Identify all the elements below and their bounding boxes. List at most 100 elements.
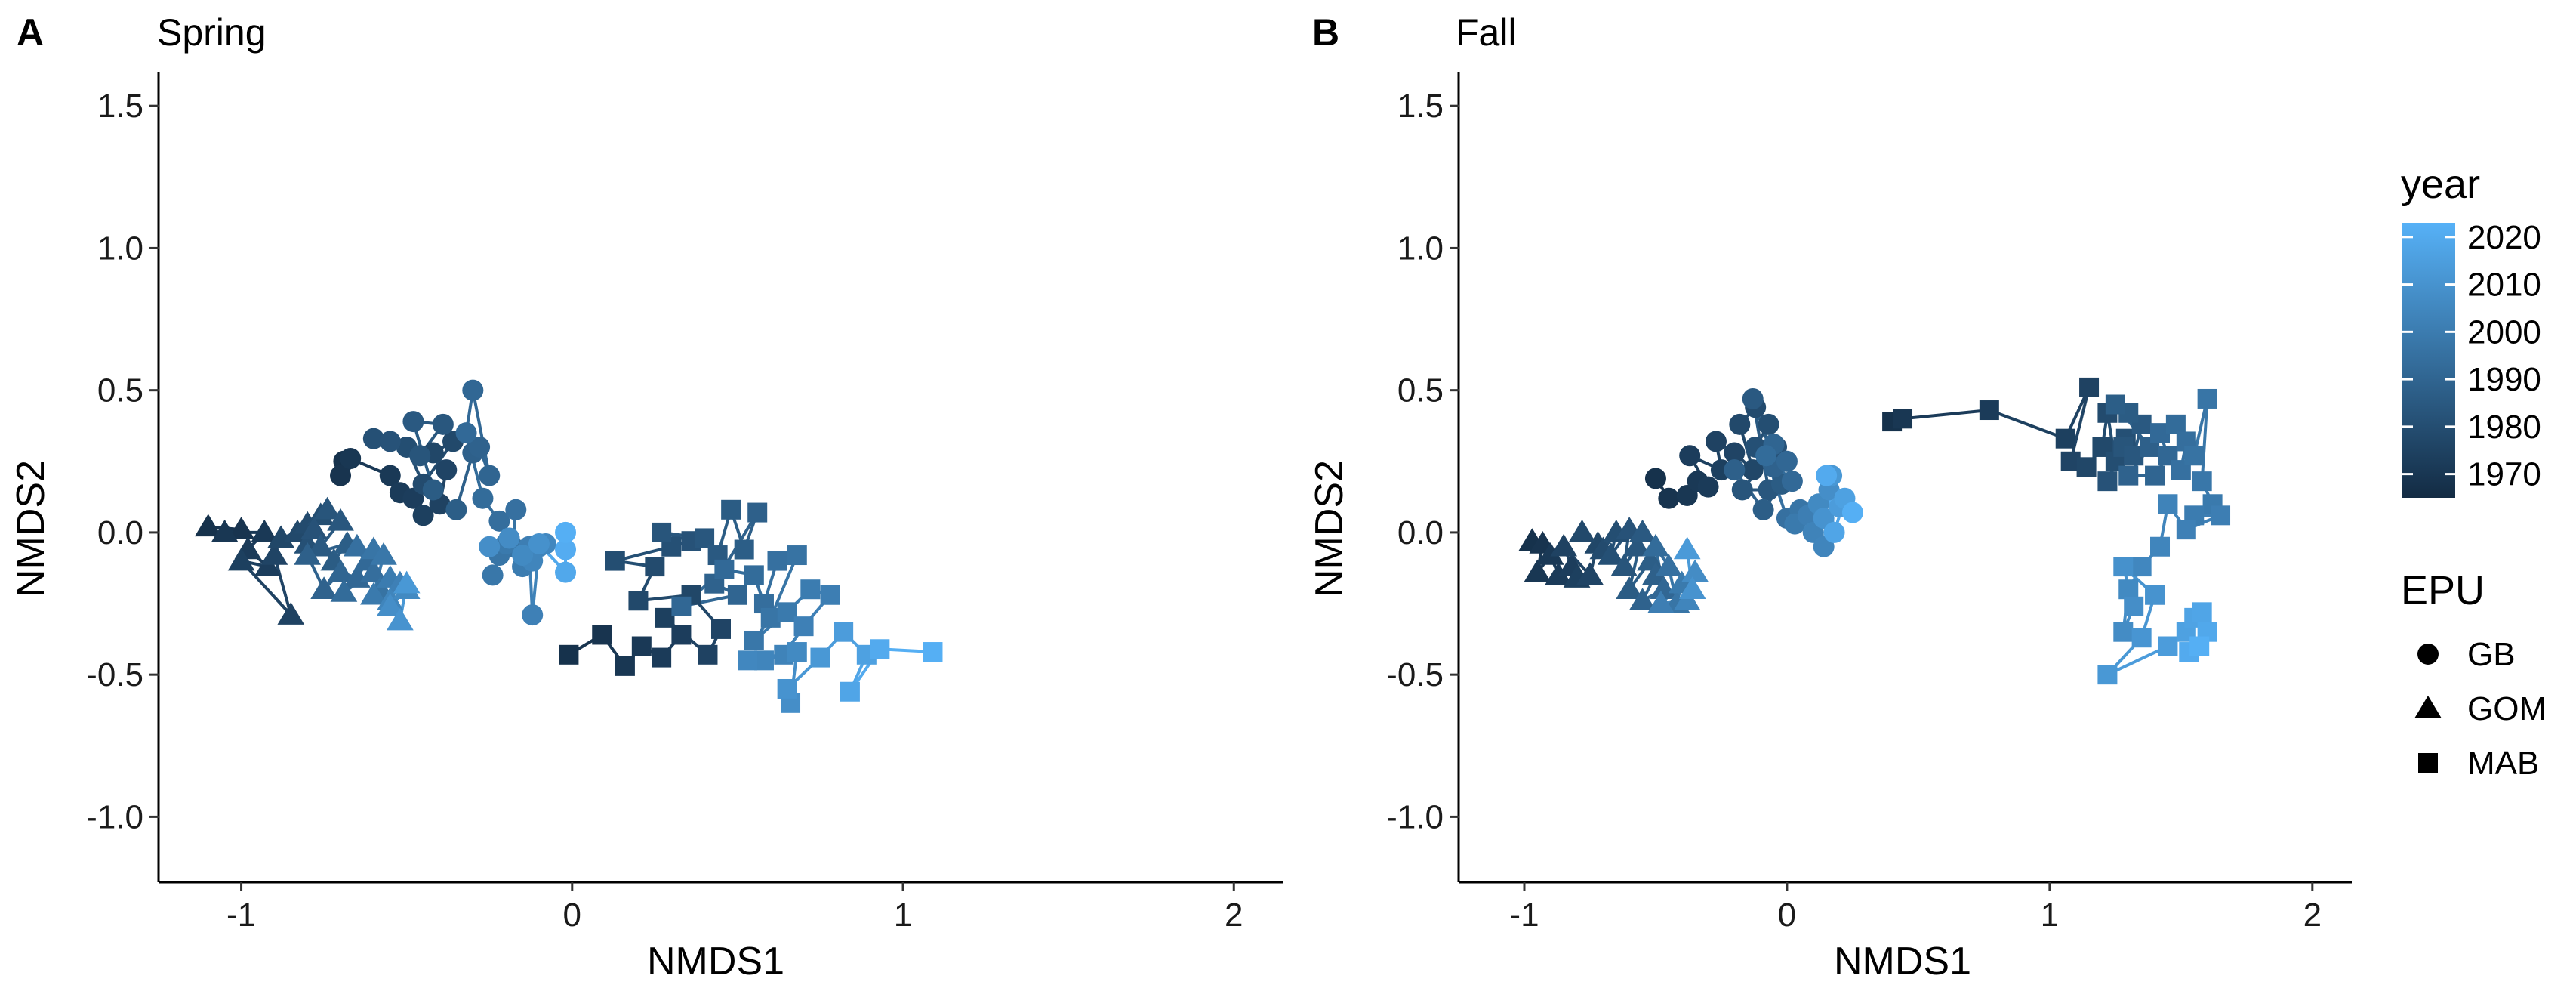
mab-point [652,522,672,542]
gb-point [445,499,467,520]
gom-point [1681,559,1709,582]
shape-legend: GB GOM MAB [2414,636,2547,782]
mab-point [652,647,672,668]
mab-point [2131,628,2152,648]
gb-point [1742,459,1764,481]
gb-point [462,379,484,401]
mab-point [2165,414,2186,434]
gb-point [402,411,424,433]
mab-point [727,585,747,605]
mab-point [2197,388,2217,409]
y-tick-label: 1.0 [97,230,143,267]
panel-title-spring: Spring [157,11,267,54]
gb-point [522,604,544,626]
gom-point [360,559,387,582]
colorbar-label: 2000 [2467,313,2541,350]
mab-point [2145,465,2165,486]
mab-point [721,499,741,520]
x-tick-label: 2 [2303,897,2322,934]
gb-point [1841,502,1863,523]
gb-point [498,527,520,549]
mab-point [605,551,625,571]
mab-point [2176,520,2196,540]
gom-point [1524,559,1551,582]
mab-point [559,644,579,665]
mab-point [787,642,807,662]
gom-point [393,570,421,594]
panel-title-fall: Fall [1456,11,1517,54]
mab-point [2124,596,2144,616]
gom-point [277,602,305,625]
gb-point [1644,468,1666,489]
panel-tag-b: B [1312,11,1339,54]
gom-point [327,508,354,531]
mab-point [777,678,797,699]
fall-panel: B Fall NMDS1 NMDS2 -1.0-0.50.00.51.01.5-… [1308,11,2352,983]
gom-point [1616,576,1644,599]
y-axis-title: NMDS2 [9,460,53,597]
gom-point [1673,536,1701,560]
gb-point [1755,445,1777,467]
gom-point [310,576,337,599]
gom-point [1642,533,1669,557]
gb-point [1742,387,1764,409]
gom-point [1623,533,1651,557]
panel-tag-a: A [17,11,44,54]
gb-point [1752,499,1774,520]
gom-point [313,496,341,520]
colorbar-label: 1970 [2467,456,2541,493]
y-tick-label: -1.0 [86,798,143,835]
mab-point [671,625,692,645]
mab-point [2105,394,2125,415]
mab-point [1893,409,1913,429]
mab-point [800,579,821,600]
mab-point [2150,536,2171,557]
gb-point [379,465,401,486]
mab-point [655,607,675,628]
x-axis-title: NMDS1 [1834,940,1971,983]
gb-point [1697,476,1719,498]
y-tick-label: 1.0 [1397,230,1444,267]
gom-point [1655,554,1683,576]
mab-point [820,585,840,605]
y-tick-label: 0.0 [1397,514,1444,551]
mab-point [923,642,943,662]
mab-point [592,625,612,645]
gb-point [1776,450,1798,472]
gb-point [512,545,534,567]
y-tick-label: 1.5 [1397,88,1444,125]
shape-legend-title: EPU [2401,568,2485,613]
mab-point [753,650,774,671]
gom-point [300,517,328,539]
gb-point [1705,431,1727,452]
gom-point [1568,519,1596,542]
x-tick-label: 0 [563,897,581,934]
mab-point [615,656,635,676]
gom-point [211,519,239,542]
gb-point [555,521,577,543]
legend-square-icon [2418,753,2438,773]
mab-point [671,596,692,616]
gb-point [469,436,491,458]
gb-point [432,413,454,435]
colorbar-label: 1990 [2467,361,2541,398]
gom-point [267,525,294,548]
mab-point [698,644,718,665]
mab-path-segment [2069,387,2091,462]
gom-path-segment [273,554,293,616]
mab-point [2211,505,2231,526]
gom-point [1610,554,1638,576]
mab-point [2158,494,2178,514]
mab-point [738,650,758,671]
x-tick-label: 0 [1778,897,1796,934]
colorbar-label: 2010 [2467,267,2541,304]
legend-circle-icon [2417,644,2439,665]
gom-point [344,565,371,588]
gb-point [455,422,477,444]
gom-point [251,519,279,542]
x-axis-title: NMDS1 [647,940,784,983]
colorbar-label: 2020 [2467,219,2541,256]
gb-point [488,510,510,532]
mab-point [2113,557,2134,577]
mab-path-segment [1989,409,2066,440]
